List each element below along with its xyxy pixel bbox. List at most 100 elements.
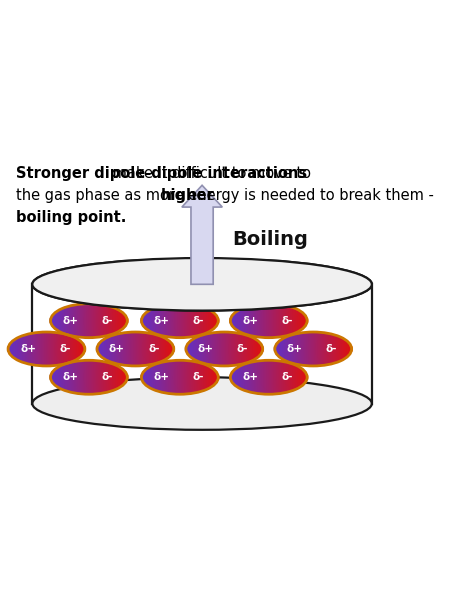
Ellipse shape bbox=[16, 338, 18, 360]
Ellipse shape bbox=[232, 332, 233, 365]
Ellipse shape bbox=[239, 309, 241, 332]
Ellipse shape bbox=[126, 157, 128, 163]
Ellipse shape bbox=[333, 335, 335, 363]
Ellipse shape bbox=[118, 149, 125, 168]
Text: δ+: δ+ bbox=[60, 136, 75, 146]
Ellipse shape bbox=[107, 140, 117, 169]
Ellipse shape bbox=[305, 120, 313, 155]
Ellipse shape bbox=[156, 307, 158, 335]
Ellipse shape bbox=[184, 304, 186, 338]
Ellipse shape bbox=[265, 114, 272, 144]
Ellipse shape bbox=[241, 334, 243, 364]
Ellipse shape bbox=[150, 333, 152, 364]
Ellipse shape bbox=[182, 361, 184, 394]
Ellipse shape bbox=[88, 361, 89, 394]
Ellipse shape bbox=[279, 114, 287, 151]
Ellipse shape bbox=[294, 117, 303, 154]
Ellipse shape bbox=[261, 304, 263, 338]
Ellipse shape bbox=[74, 126, 86, 163]
Ellipse shape bbox=[180, 304, 181, 338]
Ellipse shape bbox=[25, 335, 27, 363]
Ellipse shape bbox=[18, 337, 20, 361]
Ellipse shape bbox=[317, 332, 319, 366]
Ellipse shape bbox=[242, 308, 244, 333]
Ellipse shape bbox=[120, 368, 122, 387]
Ellipse shape bbox=[334, 335, 336, 363]
Text: δ+: δ+ bbox=[154, 372, 169, 382]
Ellipse shape bbox=[169, 361, 171, 394]
Ellipse shape bbox=[292, 335, 294, 364]
Ellipse shape bbox=[10, 342, 12, 356]
Ellipse shape bbox=[307, 332, 309, 366]
Ellipse shape bbox=[191, 339, 193, 358]
Ellipse shape bbox=[55, 333, 56, 365]
Ellipse shape bbox=[259, 304, 261, 337]
Ellipse shape bbox=[103, 339, 105, 359]
Ellipse shape bbox=[136, 332, 138, 366]
Ellipse shape bbox=[287, 306, 288, 336]
Ellipse shape bbox=[141, 318, 143, 323]
Ellipse shape bbox=[105, 338, 107, 360]
Ellipse shape bbox=[72, 362, 74, 393]
Ellipse shape bbox=[109, 142, 118, 169]
Ellipse shape bbox=[253, 123, 255, 129]
Ellipse shape bbox=[69, 306, 71, 336]
Ellipse shape bbox=[62, 333, 63, 364]
Ellipse shape bbox=[295, 309, 297, 333]
Ellipse shape bbox=[65, 335, 67, 364]
Ellipse shape bbox=[328, 333, 330, 364]
Ellipse shape bbox=[49, 126, 55, 145]
Ellipse shape bbox=[302, 370, 304, 385]
Ellipse shape bbox=[217, 318, 219, 323]
Text: δ+: δ+ bbox=[198, 344, 214, 354]
Ellipse shape bbox=[106, 306, 108, 336]
Ellipse shape bbox=[186, 344, 188, 353]
Ellipse shape bbox=[160, 306, 162, 336]
Ellipse shape bbox=[244, 335, 246, 363]
Text: δ+: δ+ bbox=[267, 126, 283, 136]
Ellipse shape bbox=[67, 125, 78, 159]
Ellipse shape bbox=[264, 361, 266, 394]
Ellipse shape bbox=[290, 307, 291, 335]
Ellipse shape bbox=[335, 335, 337, 363]
Ellipse shape bbox=[12, 341, 14, 358]
Ellipse shape bbox=[138, 332, 140, 366]
Text: δ-: δ- bbox=[148, 344, 160, 354]
Ellipse shape bbox=[179, 304, 180, 338]
Ellipse shape bbox=[63, 125, 73, 157]
Ellipse shape bbox=[92, 361, 94, 394]
Ellipse shape bbox=[71, 126, 82, 162]
Ellipse shape bbox=[166, 339, 167, 359]
Ellipse shape bbox=[280, 304, 282, 337]
Ellipse shape bbox=[294, 365, 296, 390]
Ellipse shape bbox=[98, 344, 100, 353]
Ellipse shape bbox=[111, 307, 113, 334]
Ellipse shape bbox=[237, 333, 239, 365]
Ellipse shape bbox=[237, 311, 238, 330]
Ellipse shape bbox=[20, 336, 22, 362]
Ellipse shape bbox=[55, 125, 64, 151]
Ellipse shape bbox=[109, 307, 111, 335]
Ellipse shape bbox=[267, 114, 274, 145]
Ellipse shape bbox=[98, 361, 100, 394]
Ellipse shape bbox=[23, 335, 25, 363]
Ellipse shape bbox=[105, 306, 107, 336]
Ellipse shape bbox=[283, 338, 285, 360]
Ellipse shape bbox=[248, 362, 250, 392]
Ellipse shape bbox=[210, 367, 212, 387]
Ellipse shape bbox=[166, 305, 168, 336]
Ellipse shape bbox=[123, 333, 125, 365]
Text: δ-: δ- bbox=[192, 372, 204, 382]
Ellipse shape bbox=[158, 363, 160, 391]
Ellipse shape bbox=[52, 371, 54, 383]
Ellipse shape bbox=[128, 332, 130, 366]
Ellipse shape bbox=[264, 115, 270, 143]
Ellipse shape bbox=[83, 361, 84, 394]
Ellipse shape bbox=[86, 361, 87, 394]
Ellipse shape bbox=[305, 373, 307, 382]
Ellipse shape bbox=[299, 311, 301, 330]
Ellipse shape bbox=[152, 334, 154, 364]
Ellipse shape bbox=[275, 361, 277, 394]
Ellipse shape bbox=[159, 336, 161, 362]
Ellipse shape bbox=[103, 139, 114, 169]
